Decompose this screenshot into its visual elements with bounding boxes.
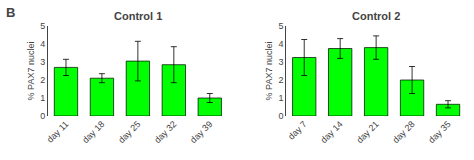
svg-text:% PAX7 nuclei: % PAX7 nuclei <box>26 42 36 101</box>
svg-text:0: 0 <box>40 111 45 121</box>
svg-text:1: 1 <box>40 93 45 103</box>
svg-text:% PAX7 nuclei: % PAX7 nuclei <box>264 42 274 101</box>
svg-text:Control 1: Control 1 <box>114 10 162 22</box>
svg-text:2: 2 <box>278 75 283 85</box>
svg-text:day 14: day 14 <box>319 119 345 145</box>
svg-text:3: 3 <box>40 57 45 67</box>
svg-text:Control 2: Control 2 <box>352 10 400 22</box>
svg-text:day 18: day 18 <box>80 119 106 145</box>
svg-text:1: 1 <box>278 93 283 103</box>
svg-text:5: 5 <box>40 21 45 31</box>
svg-text:4: 4 <box>40 39 45 49</box>
svg-text:day 35: day 35 <box>426 119 452 145</box>
svg-text:2: 2 <box>40 75 45 85</box>
svg-text:3: 3 <box>278 57 283 67</box>
svg-text:day 7: day 7 <box>286 119 309 142</box>
svg-text:0: 0 <box>278 111 283 121</box>
svg-text:day 28: day 28 <box>390 119 416 145</box>
svg-text:day 39: day 39 <box>188 119 214 145</box>
svg-text:day 11: day 11 <box>45 119 71 145</box>
svg-text:day 32: day 32 <box>152 119 178 145</box>
svg-text:day 25: day 25 <box>116 119 142 145</box>
svg-text:day 21: day 21 <box>355 119 381 145</box>
svg-text:B: B <box>6 5 15 20</box>
svg-text:4: 4 <box>278 39 283 49</box>
svg-text:5: 5 <box>278 21 283 31</box>
